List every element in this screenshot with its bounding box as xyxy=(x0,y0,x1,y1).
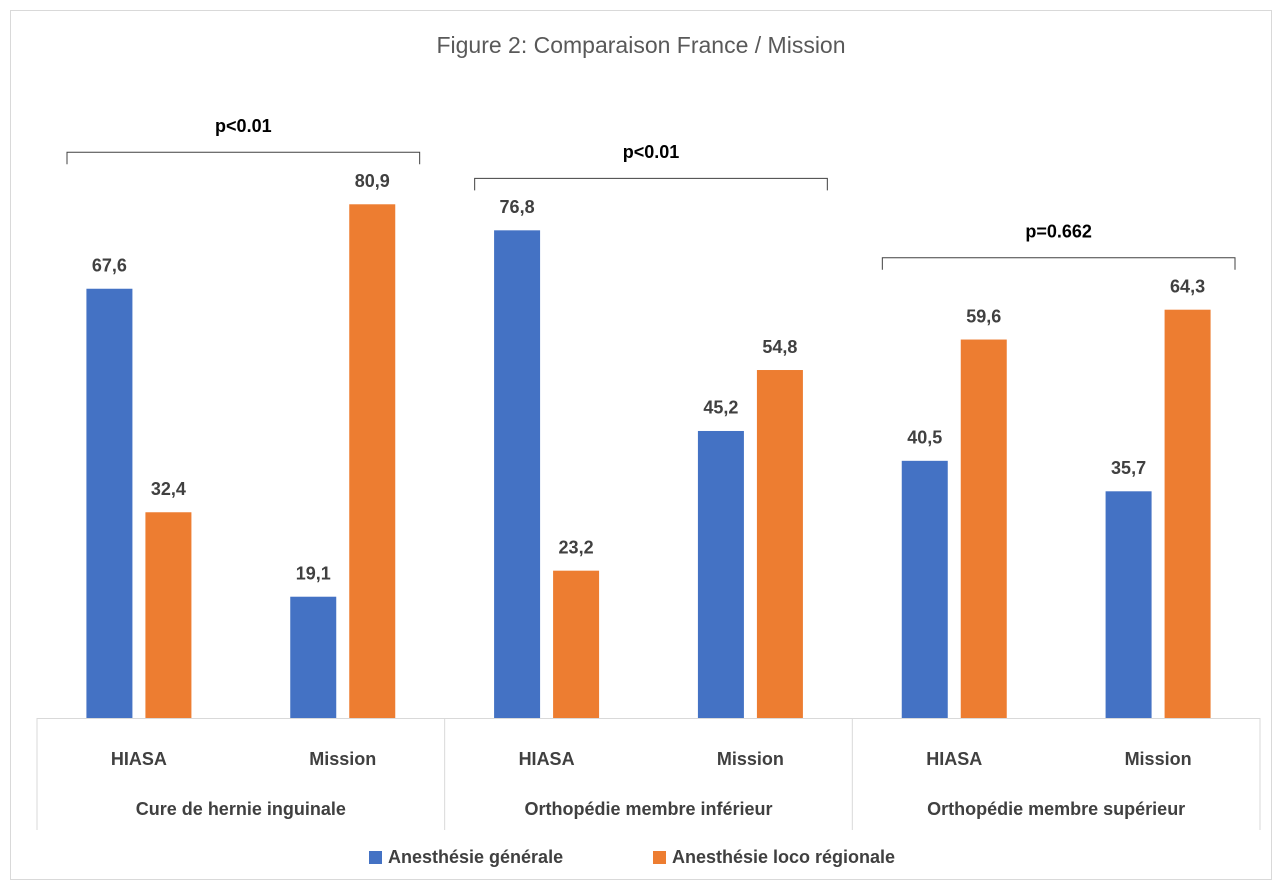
legend-label: Anesthésie loco régionale xyxy=(672,847,895,867)
chart-frame xyxy=(10,10,1272,880)
annotation: p=0.662 xyxy=(1025,221,1092,241)
significance-bracket xyxy=(66,151,421,165)
x-tick-label: HIASA xyxy=(111,749,167,769)
x-tick-label: HIASA xyxy=(926,749,982,769)
bar xyxy=(756,370,803,718)
bar xyxy=(290,596,337,718)
chart-title: Figure 2: Comparaison France / Mission xyxy=(436,32,845,58)
legend-label: Anesthésie générale xyxy=(388,847,563,867)
value-label: 80,9 xyxy=(355,171,390,191)
value-label: 59,6 xyxy=(966,306,1001,326)
significance-bracket xyxy=(474,177,828,191)
x-tick-label: Mission xyxy=(309,749,376,769)
value-label: 23,2 xyxy=(559,537,594,557)
group-label: Cure de hernie inguinale xyxy=(136,799,346,819)
x-tick-label: Mission xyxy=(1125,749,1192,769)
group-label: Orthopédie membre supérieur xyxy=(927,799,1185,819)
significance-bracket xyxy=(881,257,1236,270)
annotation: p<0.01 xyxy=(215,116,272,136)
bar xyxy=(145,512,192,718)
value-label: 40,5 xyxy=(907,428,942,448)
bar xyxy=(86,288,133,718)
legend-swatch xyxy=(369,851,382,864)
value-label: 19,1 xyxy=(296,563,331,583)
bar xyxy=(697,430,744,718)
value-label: 32,4 xyxy=(151,479,186,499)
legend-swatch xyxy=(653,851,666,864)
bar xyxy=(1105,491,1152,718)
value-label: 45,2 xyxy=(703,398,738,418)
group-label: Orthopédie membre inférieur xyxy=(524,799,772,819)
bar xyxy=(1164,309,1211,718)
value-label: 76,8 xyxy=(500,197,535,217)
bar xyxy=(553,570,600,718)
bar xyxy=(494,230,541,718)
value-label: 64,3 xyxy=(1170,276,1205,296)
value-label: 35,7 xyxy=(1111,458,1146,478)
bar xyxy=(901,460,948,718)
bar xyxy=(349,204,396,718)
annotation: p<0.01 xyxy=(623,142,680,162)
bar xyxy=(960,339,1007,718)
x-tick-label: HIASA xyxy=(519,749,575,769)
x-tick-label: Mission xyxy=(717,749,784,769)
value-label: 67,6 xyxy=(92,255,127,275)
value-label: 54,8 xyxy=(762,337,797,357)
